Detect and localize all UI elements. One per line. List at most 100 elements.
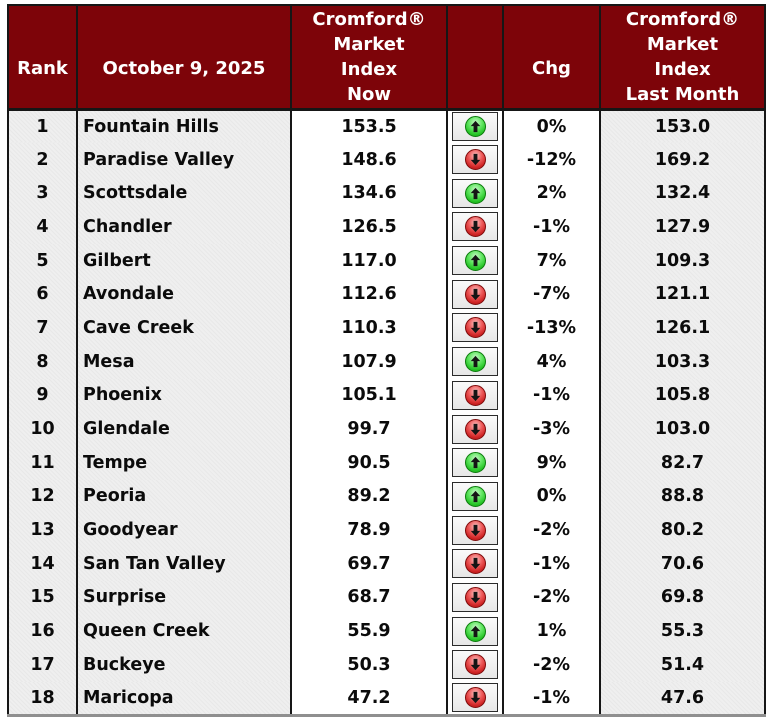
- chg-cell: -1%: [502, 681, 601, 716]
- header-chg: Chg: [502, 5, 601, 111]
- down-arrow-icon: [464, 654, 486, 676]
- index-last-month-cell: 132.4: [599, 176, 766, 211]
- trend-cell: [446, 243, 504, 278]
- rank-cell: 2: [7, 142, 78, 177]
- city-cell: Gilbert: [76, 243, 292, 278]
- table-row: 1 Fountain Hills 153.5 0% 153.0: [7, 109, 766, 143]
- table-row: 13 Goodyear 78.9 -2% 80.2: [7, 513, 766, 547]
- table-body: 1 Fountain Hills 153.5 0% 153.0 2 Paradi…: [7, 109, 766, 716]
- trend-cell: [446, 109, 504, 143]
- index-now-cell: 99.7: [290, 412, 448, 446]
- index-last-month-cell: 69.8: [599, 580, 766, 615]
- chg-cell: 4%: [502, 344, 601, 379]
- trend-indicator-box: [452, 481, 498, 511]
- rank-cell: 18: [7, 681, 78, 716]
- trend-cell: [446, 344, 504, 379]
- table-row: 5 Gilbert 117.0 7% 109.3: [7, 243, 766, 278]
- chg-cell: 9%: [502, 445, 601, 480]
- index-last-month-cell: 103.3: [599, 344, 766, 379]
- chg-cell: -12%: [502, 142, 601, 177]
- city-cell: Queen Creek: [76, 614, 292, 648]
- chg-cell: -2%: [502, 513, 601, 547]
- rank-cell: 7: [7, 311, 78, 345]
- city-cell: Cave Creek: [76, 311, 292, 345]
- trend-indicator-box: [452, 448, 498, 478]
- rank-cell: 1: [7, 109, 78, 143]
- index-last-month-cell: 47.6: [599, 681, 766, 716]
- index-now-cell: 107.9: [290, 344, 448, 379]
- table-row: 15 Surprise 68.7 -2% 69.8: [7, 580, 766, 615]
- index-last-month-cell: 103.0: [599, 412, 766, 446]
- trend-cell: [446, 479, 504, 514]
- city-cell: Scottsdale: [76, 176, 292, 211]
- table-row: 18 Maricopa 47.2 -1% 47.6: [7, 681, 766, 716]
- index-last-month-cell: 105.8: [599, 378, 766, 413]
- city-cell: Avondale: [76, 277, 292, 312]
- trend-indicator-box: [452, 549, 498, 579]
- city-cell: Surprise: [76, 580, 292, 615]
- up-arrow-icon: [464, 250, 486, 272]
- trend-cell: [446, 580, 504, 615]
- up-arrow-icon: [464, 116, 486, 138]
- up-arrow-icon: [464, 485, 486, 507]
- index-last-month-cell: 55.3: [599, 614, 766, 648]
- index-now-cell: 89.2: [290, 479, 448, 514]
- trend-indicator-box: [452, 212, 498, 242]
- chg-cell: -13%: [502, 311, 601, 345]
- down-arrow-icon: [464, 418, 486, 440]
- trend-indicator-box: [452, 279, 498, 309]
- table-row: 11 Tempe 90.5 9% 82.7: [7, 445, 766, 480]
- index-last-month-cell: 169.2: [599, 142, 766, 177]
- header-row: Rank October 9, 2025 Cromford® Market In…: [7, 5, 766, 111]
- up-arrow-icon: [464, 452, 486, 474]
- table-row: 9 Phoenix 105.1 -1% 105.8: [7, 378, 766, 413]
- chg-cell: -2%: [502, 648, 601, 682]
- chg-cell: 0%: [502, 479, 601, 514]
- rank-cell: 4: [7, 210, 78, 244]
- trend-indicator-box: [452, 515, 498, 545]
- trend-indicator-box: [452, 582, 498, 612]
- trend-indicator-box: [452, 145, 498, 175]
- rank-cell: 13: [7, 513, 78, 547]
- down-arrow-icon: [464, 216, 486, 238]
- chg-cell: -3%: [502, 412, 601, 446]
- city-cell: Goodyear: [76, 513, 292, 547]
- index-now-cell: 47.2: [290, 681, 448, 716]
- header-rank: Rank: [7, 5, 78, 111]
- table-row: 7 Cave Creek 110.3 -13% 126.1: [7, 311, 766, 345]
- index-now-cell: 69.7: [290, 546, 448, 581]
- table-row: 16 Queen Creek 55.9 1% 55.3: [7, 614, 766, 648]
- table-row: 6 Avondale 112.6 -7% 121.1: [7, 277, 766, 312]
- rank-cell: 9: [7, 378, 78, 413]
- index-now-cell: 112.6: [290, 277, 448, 312]
- index-now-cell: 110.3: [290, 311, 448, 345]
- up-arrow-icon: [464, 351, 486, 373]
- down-arrow-icon: [464, 317, 486, 339]
- table-row: 2 Paradise Valley 148.6 -12% 169.2: [7, 142, 766, 177]
- down-arrow-icon: [464, 384, 486, 406]
- chg-cell: 2%: [502, 176, 601, 211]
- table-row: 3 Scottsdale 134.6 2% 132.4: [7, 176, 766, 211]
- index-now-cell: 153.5: [290, 109, 448, 143]
- trend-cell: [446, 311, 504, 345]
- trend-indicator-box: [452, 347, 498, 377]
- down-arrow-icon: [464, 149, 486, 171]
- trend-cell: [446, 210, 504, 244]
- city-cell: Chandler: [76, 210, 292, 244]
- chg-cell: -1%: [502, 378, 601, 413]
- city-cell: Buckeye: [76, 648, 292, 682]
- chg-cell: -1%: [502, 210, 601, 244]
- index-last-month-cell: 153.0: [599, 109, 766, 143]
- rank-cell: 6: [7, 277, 78, 312]
- rank-cell: 5: [7, 243, 78, 278]
- trend-cell: [446, 412, 504, 446]
- header-index-last-month: Cromford® Market Index Last Month: [599, 5, 766, 111]
- header-trend-spacer: [446, 5, 504, 111]
- trend-indicator-box: [452, 414, 498, 444]
- trend-cell: [446, 142, 504, 177]
- trend-indicator-box: [452, 313, 498, 343]
- index-last-month-cell: 121.1: [599, 277, 766, 312]
- rank-cell: 8: [7, 344, 78, 379]
- trend-cell: [446, 277, 504, 312]
